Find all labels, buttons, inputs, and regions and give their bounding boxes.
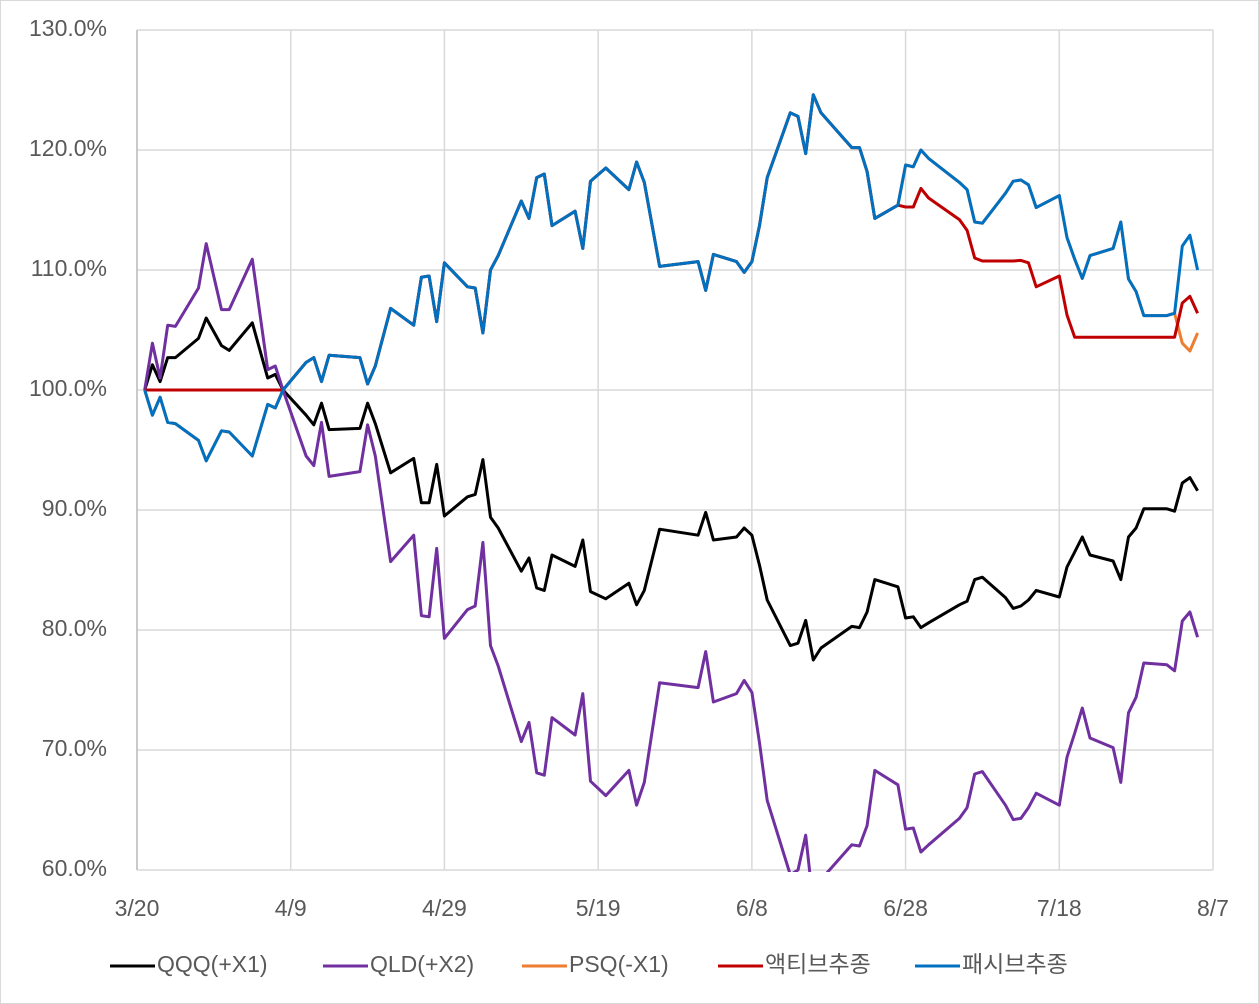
x-tick-label: 7/18 <box>1037 895 1082 921</box>
axis-labels: 60.0% 70.0% 80.0% 90.0% 100.0% 110.0% 120.0% 13… <box>29 15 1229 921</box>
legend-label: PSQ(-X1) <box>569 951 669 977</box>
y-tick-label: 90.0% <box>42 495 107 521</box>
x-tick-label: 5/19 <box>576 895 621 921</box>
x-tick-label: 8/7 <box>1197 895 1229 921</box>
legend-label: QQQ(+X1) <box>157 951 268 977</box>
x-tick-label: 3/20 <box>115 895 160 921</box>
legend-label: 패시브추종 <box>962 951 1068 977</box>
x-tick-label: 4/29 <box>422 895 467 921</box>
x-tick-label: 4/9 <box>275 895 307 921</box>
y-tick-label: 110.0% <box>31 255 107 281</box>
series-line <box>143 93 1200 463</box>
legend: QQQ(+X1) QLD(+X2) PSQ(-X1) 액티브추종 패시브추종 <box>110 951 1068 977</box>
x-tick-label: 6/8 <box>736 895 768 921</box>
series-line <box>143 242 1200 872</box>
grid <box>136 29 1214 871</box>
legend-label: 액티브추종 <box>765 951 871 977</box>
y-tick-label: 80.0% <box>42 615 107 641</box>
y-tick-label: 130.0% <box>29 15 107 41</box>
x-tick-label: 6/28 <box>883 895 928 921</box>
legend-label: QLD(+X2) <box>370 951 474 977</box>
y-tick-label: 120.0% <box>29 135 107 161</box>
y-tick-label: 60.0% <box>42 855 107 881</box>
y-tick-label: 70.0% <box>42 735 107 761</box>
y-tick-label: 100.0% <box>29 375 107 401</box>
plot-area <box>143 93 1200 872</box>
series-line <box>143 316 1199 662</box>
